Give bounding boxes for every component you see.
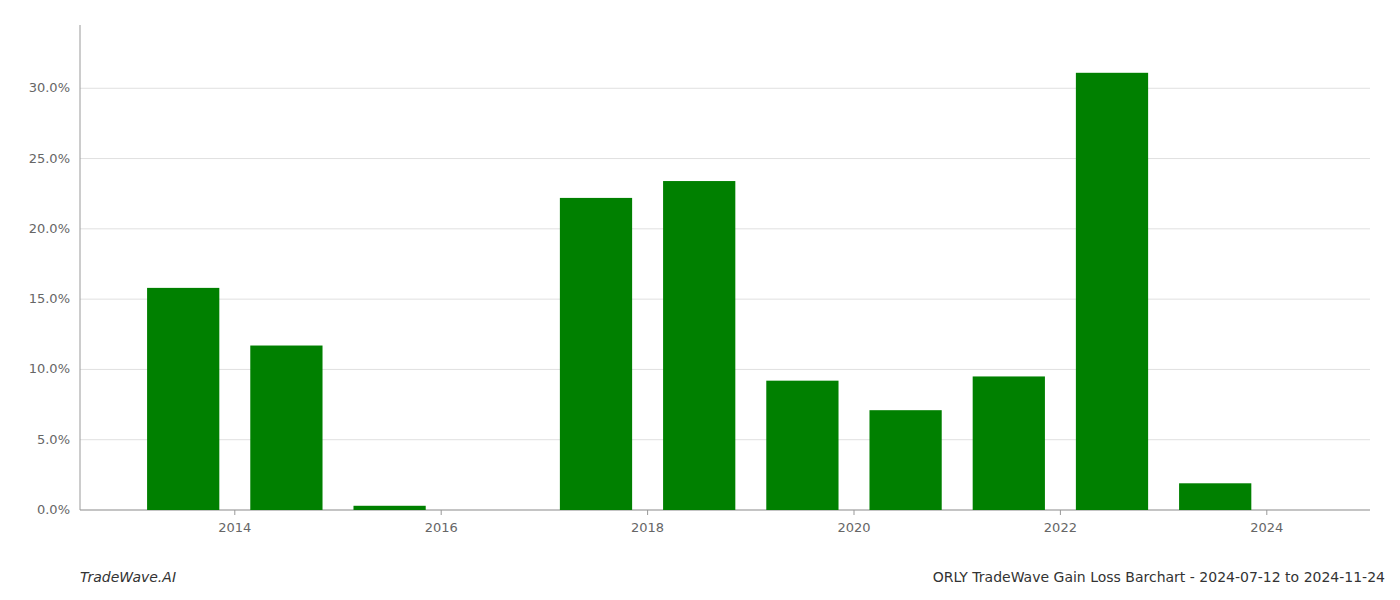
bar: [1076, 73, 1148, 510]
x-tick-label: 2016: [425, 520, 458, 535]
bar: [147, 288, 219, 510]
bars: [147, 73, 1251, 510]
bar: [766, 381, 838, 510]
bar: [250, 346, 322, 510]
x-tick-label: 2020: [837, 520, 870, 535]
watermark: TradeWave.AI: [80, 569, 176, 585]
x-tick-label: 2024: [1250, 520, 1283, 535]
x-tick-label: 2014: [218, 520, 251, 535]
chart-svg: 0.0% 5.0% 10.0% 15.0% 20.0% 25.0% 30.0% 2014 201…: [0, 0, 1400, 600]
x-tick-label: 2018: [631, 520, 664, 535]
bar: [663, 181, 735, 510]
grid-line: [80, 88, 1370, 89]
x-tick: [647, 510, 648, 515]
grid-line: [80, 158, 1370, 159]
y-tick-label: 10.0%: [29, 361, 70, 376]
bar: [973, 376, 1045, 510]
bar: [353, 506, 425, 510]
bar: [1179, 483, 1251, 510]
x-tick: [854, 510, 855, 515]
y-tick-label: 25.0%: [29, 151, 70, 166]
y-tick-label: 0.0%: [37, 502, 70, 517]
x-tick: [234, 510, 235, 515]
axes: 0.0% 5.0% 10.0% 15.0% 20.0% 25.0% 30.0% 2014 201…: [29, 25, 1370, 535]
chart-container: 0.0% 5.0% 10.0% 15.0% 20.0% 25.0% 30.0% 2014 201…: [0, 0, 1400, 600]
bar: [560, 198, 632, 510]
y-tick-label: 30.0%: [29, 80, 70, 95]
y-tick-label: 5.0%: [37, 432, 70, 447]
grid: [80, 88, 1370, 510]
y-tick-label: 20.0%: [29, 221, 70, 236]
x-tick-label: 2022: [1044, 520, 1077, 535]
x-tick: [1060, 510, 1061, 515]
background: [0, 0, 1400, 600]
title: ORLY TradeWave Gain Loss Barchart - 2024…: [933, 569, 1385, 585]
x-tick: [1266, 510, 1267, 515]
bar: [869, 410, 941, 510]
y-axis-line: [80, 25, 81, 510]
bar: [457, 510, 529, 511]
x-tick: [441, 510, 442, 515]
y-tick-label: 15.0%: [29, 291, 70, 306]
